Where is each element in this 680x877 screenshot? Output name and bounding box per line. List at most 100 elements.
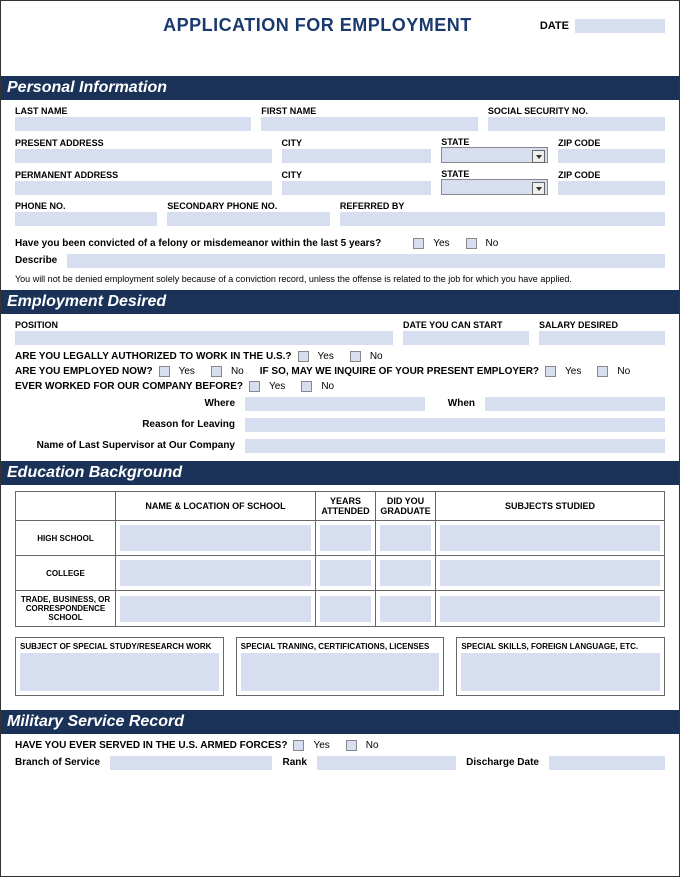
present-address-label: PRESENT ADDRESS xyxy=(15,138,272,148)
city-input-2[interactable] xyxy=(282,181,432,195)
last-name-input[interactable] xyxy=(15,117,251,131)
discharge-input[interactable] xyxy=(549,756,665,770)
inquire-no-checkbox[interactable] xyxy=(597,366,608,377)
position-input[interactable] xyxy=(15,331,393,345)
present-address-input[interactable] xyxy=(15,149,272,163)
edu-hs-years[interactable] xyxy=(320,525,371,551)
edu-hs-grad[interactable] xyxy=(380,525,431,551)
edu-col-grad: DID YOU GRADUATE xyxy=(376,492,436,521)
edu-col-name: NAME & LOCATION OF SCHOOL xyxy=(116,492,316,521)
section-education: Education Background xyxy=(1,461,679,485)
edu-college-grad[interactable] xyxy=(380,560,431,586)
permanent-address-label: PERMANENT ADDRESS xyxy=(15,170,272,180)
section-military: Military Service Record xyxy=(1,710,679,734)
referred-by-input[interactable] xyxy=(340,212,665,226)
date-input[interactable] xyxy=(575,19,665,33)
auth-no-checkbox[interactable] xyxy=(350,351,361,362)
secondary-phone-input[interactable] xyxy=(167,212,330,226)
date-start-input[interactable] xyxy=(403,331,529,345)
worked-before-no-checkbox[interactable] xyxy=(301,381,312,392)
edu-trade-grad[interactable] xyxy=(380,596,431,622)
edu-col-years: YEARS ATTENDED xyxy=(316,492,376,521)
supervisor-label: Name of Last Supervisor at Our Company xyxy=(15,440,235,451)
felony-no-label: No xyxy=(486,238,499,249)
edu-trade-years[interactable] xyxy=(320,596,371,622)
rank-input[interactable] xyxy=(317,756,456,770)
extra1-input[interactable] xyxy=(20,653,219,691)
form-page: APPLICATION FOR EMPLOYMENT DATE Personal… xyxy=(0,0,680,877)
phone-label: PHONE NO. xyxy=(15,201,157,211)
edu-col-subjects: SUBJECTS STUDIED xyxy=(436,492,665,521)
describe-label: Describe xyxy=(15,255,57,266)
edu-hs-name[interactable] xyxy=(120,525,311,551)
section-personal: Personal Information xyxy=(1,76,679,100)
edu-trade-name[interactable] xyxy=(120,596,311,622)
last-name-label: LAST NAME xyxy=(15,106,251,116)
referred-by-label: REFERRED BY xyxy=(340,201,665,211)
when-input[interactable] xyxy=(485,397,665,411)
city-label-1: CITY xyxy=(282,138,432,148)
state-label-1: STATE xyxy=(441,137,548,147)
first-name-input[interactable] xyxy=(261,117,478,131)
served-question: HAVE YOU EVER SERVED IN THE U.S. ARMED F… xyxy=(15,740,287,751)
inquire-question: IF SO, MAY WE INQUIRE OF YOUR PRESENT EM… xyxy=(260,366,539,377)
edu-college-years[interactable] xyxy=(320,560,371,586)
state-select-2[interactable] xyxy=(441,179,548,195)
branch-label: Branch of Service xyxy=(15,757,100,768)
education-extras: SUBJECT OF SPECIAL STUDY/RESEARCH WORK S… xyxy=(15,637,665,696)
employed-question: ARE YOU EMPLOYED NOW? xyxy=(15,366,153,377)
inquire-yes-checkbox[interactable] xyxy=(545,366,556,377)
section-employment: Employment Desired xyxy=(1,290,679,314)
zip-input-2[interactable] xyxy=(558,181,665,195)
when-label: When xyxy=(435,398,475,409)
felony-yes-checkbox[interactable] xyxy=(413,238,424,249)
discharge-label: Discharge Date xyxy=(466,757,539,768)
header-row: APPLICATION FOR EMPLOYMENT DATE xyxy=(15,15,665,36)
extra3-label: SPECIAL SKILLS, FOREIGN LANGUAGE, ETC. xyxy=(461,642,660,651)
describe-input[interactable] xyxy=(67,254,665,268)
position-label: POSITION xyxy=(15,320,393,330)
zip-label-1: ZIP CODE xyxy=(558,138,665,148)
zip-input-1[interactable] xyxy=(558,149,665,163)
employed-no-checkbox[interactable] xyxy=(211,366,222,377)
edu-row-college: COLLEGE xyxy=(16,556,116,591)
felony-question: Have you been convicted of a felony or m… xyxy=(15,238,381,249)
reason-input[interactable] xyxy=(245,418,665,432)
extra3-input[interactable] xyxy=(461,653,660,691)
permanent-address-input[interactable] xyxy=(15,181,272,195)
rank-label: Rank xyxy=(282,757,306,768)
worked-before-yes-checkbox[interactable] xyxy=(249,381,260,392)
salary-input[interactable] xyxy=(539,331,665,345)
first-name-label: FIRST NAME xyxy=(261,106,478,116)
zip-label-2: ZIP CODE xyxy=(558,170,665,180)
edu-trade-subjects[interactable] xyxy=(440,596,660,622)
where-input[interactable] xyxy=(245,397,425,411)
auth-yes-checkbox[interactable] xyxy=(298,351,309,362)
felony-no-checkbox[interactable] xyxy=(466,238,477,249)
served-no-checkbox[interactable] xyxy=(346,740,357,751)
felony-yes-label: Yes xyxy=(433,238,449,249)
extra2-label: SPECIAL TRANING, CERTIFICATIONS, LICENSE… xyxy=(241,642,440,651)
edu-row-trade: TRADE, BUSINESS, OR CORRESPONDENCE SCHOO… xyxy=(16,591,116,627)
city-input-1[interactable] xyxy=(282,149,432,163)
supervisor-input[interactable] xyxy=(245,439,665,453)
form-title: APPLICATION FOR EMPLOYMENT xyxy=(95,15,540,36)
edu-college-name[interactable] xyxy=(120,560,311,586)
reason-label: Reason for Leaving xyxy=(15,419,235,430)
secondary-phone-label: SECONDARY PHONE NO. xyxy=(167,201,330,211)
date-field: DATE xyxy=(540,18,665,33)
extra2-input[interactable] xyxy=(241,653,440,691)
ssn-input[interactable] xyxy=(488,117,665,131)
served-yes-checkbox[interactable] xyxy=(293,740,304,751)
phone-input[interactable] xyxy=(15,212,157,226)
edu-college-subjects[interactable] xyxy=(440,560,660,586)
edu-hs-subjects[interactable] xyxy=(440,525,660,551)
extra1-label: SUBJECT OF SPECIAL STUDY/RESEARCH WORK xyxy=(20,642,219,651)
salary-label: SALARY DESIRED xyxy=(539,320,665,330)
ssn-label: SOCIAL SECURITY NO. xyxy=(488,106,665,116)
date-label: DATE xyxy=(540,20,569,32)
where-label: Where xyxy=(15,398,235,409)
employed-yes-checkbox[interactable] xyxy=(159,366,170,377)
branch-input[interactable] xyxy=(110,756,272,770)
state-select-1[interactable] xyxy=(441,147,548,163)
